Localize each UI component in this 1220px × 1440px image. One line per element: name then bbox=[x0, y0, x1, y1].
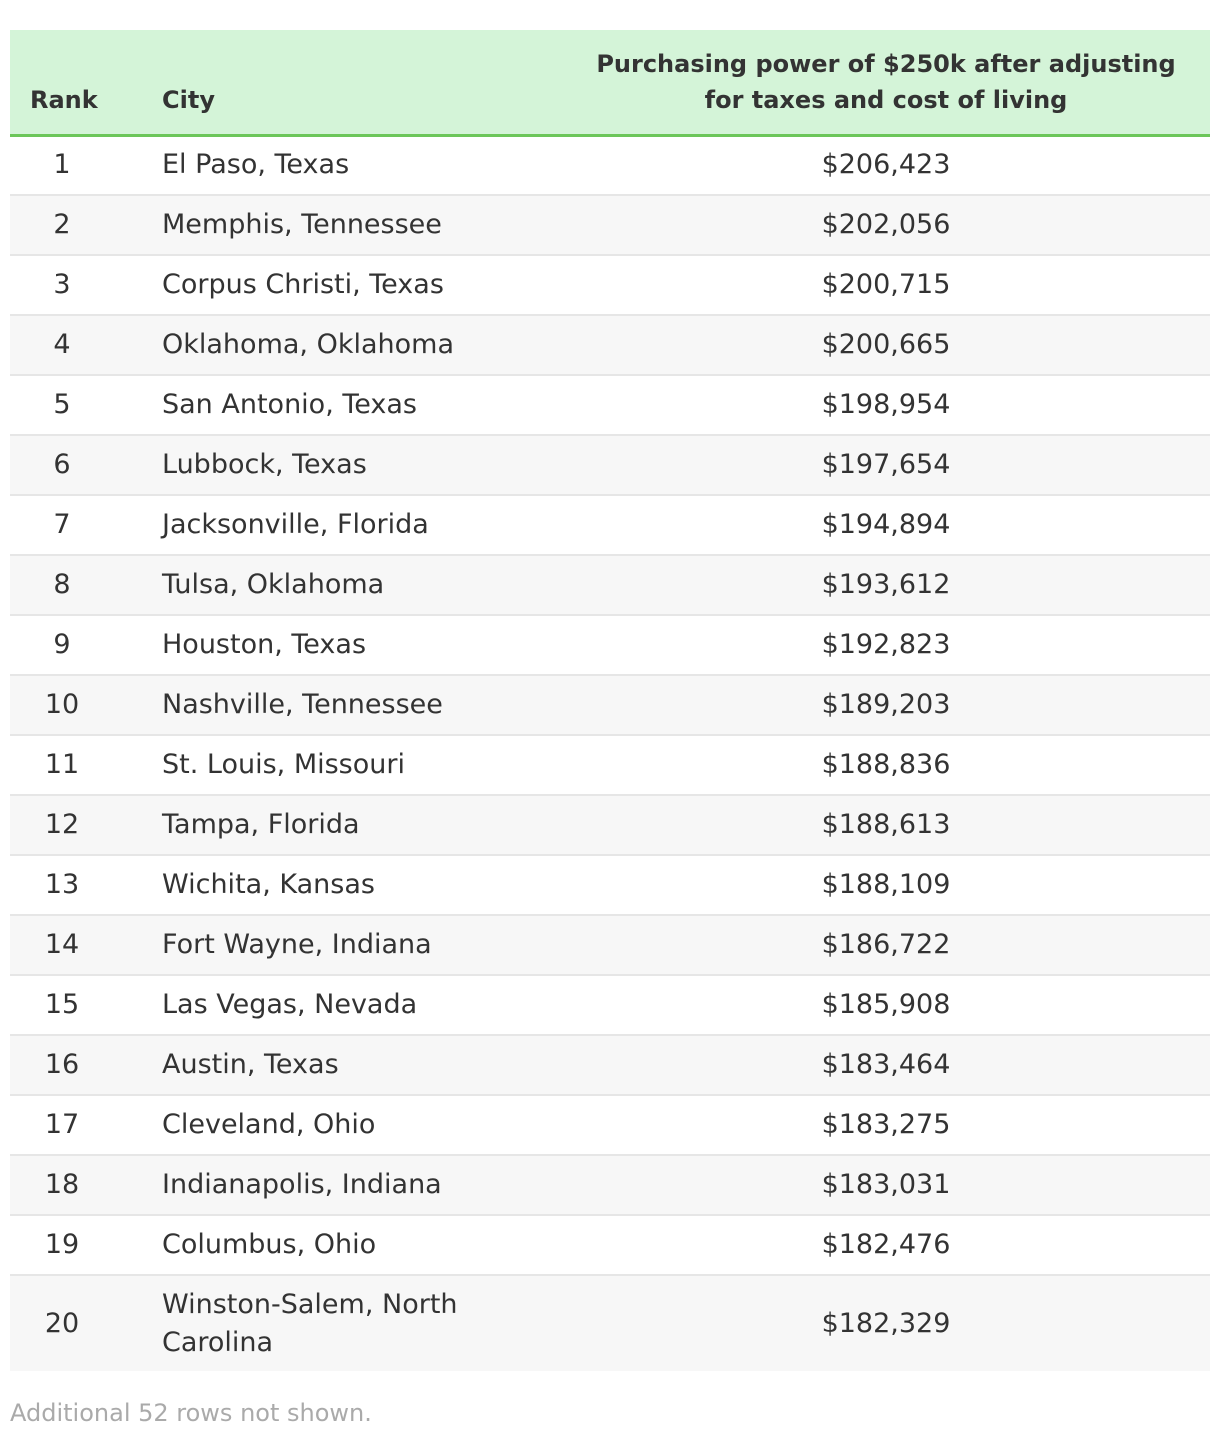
table-row: 8 Tulsa, Oklahoma $193,612 bbox=[10, 555, 1210, 615]
city-cell: Tampa, Florida bbox=[162, 809, 360, 840]
table-row: 6 Lubbock, Texas $197,654 bbox=[10, 435, 1210, 495]
purchasing-power-cell: $183,031 bbox=[821, 1169, 951, 1200]
purchasing-power-cell: $200,665 bbox=[821, 329, 951, 360]
city-cell: St. Louis, Missouri bbox=[162, 749, 405, 780]
purchasing-power-cell: $186,722 bbox=[821, 929, 951, 960]
rank-cell: 15 bbox=[44, 989, 80, 1020]
purchasing-power-cell: $182,476 bbox=[821, 1229, 951, 1260]
table-row: 9 Houston, Texas $192,823 bbox=[10, 615, 1210, 675]
rank-cell: 4 bbox=[53, 329, 71, 360]
purchasing-power-cell: $198,954 bbox=[821, 389, 951, 420]
city-cell: El Paso, Texas bbox=[162, 149, 350, 181]
city-cell: Austin, Texas bbox=[162, 1049, 339, 1080]
purchasing-power-cell: $188,613 bbox=[821, 809, 951, 840]
city-cell: Winston-Salem, North Carolina bbox=[162, 1288, 458, 1358]
city-cell: Jacksonville, Florida bbox=[162, 509, 429, 540]
rank-cell: 1 bbox=[53, 149, 71, 181]
rank-cell: 13 bbox=[44, 869, 80, 900]
column-header-purchasing-power[interactable]: Purchasing power of $250k after adjustin… bbox=[562, 30, 1210, 137]
city-cell: Wichita, Kansas bbox=[162, 869, 375, 900]
city-cell: Cleveland, Ohio bbox=[162, 1109, 376, 1140]
rank-cell: 14 bbox=[44, 929, 80, 960]
city-cell: Lubbock, Texas bbox=[162, 449, 367, 480]
city-cell: Tulsa, Oklahoma bbox=[162, 569, 385, 600]
purchasing-power-cell: $188,109 bbox=[821, 869, 951, 900]
city-cell: Las Vegas, Nevada bbox=[162, 989, 418, 1020]
purchasing-power-cell: $182,329 bbox=[821, 1307, 951, 1339]
rank-cell: 5 bbox=[53, 389, 71, 420]
city-cell: Fort Wayne, Indiana bbox=[162, 929, 432, 960]
city-cell: Houston, Texas bbox=[162, 629, 367, 660]
purchasing-power-cell: $185,908 bbox=[821, 989, 951, 1020]
city-cell: Oklahoma, Oklahoma bbox=[162, 329, 454, 360]
rank-cell: 12 bbox=[44, 809, 80, 840]
table-header: Rank City Purchasing power of $250k afte… bbox=[10, 30, 1210, 137]
table-row: 2 Memphis, Tennessee $202,056 bbox=[10, 195, 1210, 255]
table-row: 20 Winston-Salem, North Carolina $182,329 bbox=[10, 1275, 1210, 1371]
table-row: 19 Columbus, Ohio $182,476 bbox=[10, 1215, 1210, 1275]
table-row: 12 Tampa, Florida $188,613 bbox=[10, 795, 1210, 855]
city-cell: Columbus, Ohio bbox=[162, 1229, 377, 1260]
table-row: 4 Oklahoma, Oklahoma $200,665 bbox=[10, 315, 1210, 375]
table-row: 18 Indianapolis, Indiana $183,031 bbox=[10, 1155, 1210, 1215]
column-header-purchasing-power-label: Purchasing power of $250k after adjustin… bbox=[596, 49, 1176, 114]
purchasing-power-cell: $188,836 bbox=[821, 749, 951, 780]
purchasing-power-cell: $192,823 bbox=[821, 629, 951, 660]
table-body: 1 El Paso, Texas $206,423 2 Memphis, Tenness… bbox=[10, 135, 1210, 1371]
city-cell: Indianapolis, Indiana bbox=[162, 1169, 442, 1200]
rank-cell: 7 bbox=[53, 509, 71, 540]
rank-cell: 20 bbox=[44, 1307, 80, 1339]
purchasing-power-table: Rank City Purchasing power of $250k afte… bbox=[10, 30, 1210, 1371]
purchasing-power-cell: $193,612 bbox=[821, 569, 951, 600]
table-row: 10 Nashville, Tennessee $189,203 bbox=[10, 675, 1210, 735]
table-row: 1 El Paso, Texas $206,423 bbox=[10, 135, 1210, 195]
rank-cell: 11 bbox=[44, 749, 80, 780]
purchasing-power-cell: $202,056 bbox=[821, 209, 951, 240]
table-row: 11 St. Louis, Missouri $188,836 bbox=[10, 735, 1210, 795]
rank-cell: 19 bbox=[44, 1229, 80, 1260]
rows-not-shown-note: Additional 52 rows not shown. bbox=[10, 1399, 372, 1427]
table-row: 16 Austin, Texas $183,464 bbox=[10, 1035, 1210, 1095]
purchasing-power-cell: $200,715 bbox=[821, 269, 951, 300]
purchasing-power-cell: $183,464 bbox=[821, 1049, 951, 1080]
rank-cell: 3 bbox=[53, 269, 71, 300]
table-row: 14 Fort Wayne, Indiana $186,722 bbox=[10, 915, 1210, 975]
rank-cell: 17 bbox=[44, 1109, 80, 1140]
table-row: 15 Las Vegas, Nevada $185,908 bbox=[10, 975, 1210, 1035]
city-cell: San Antonio, Texas bbox=[162, 389, 417, 420]
header-row: Rank City Purchasing power of $250k afte… bbox=[10, 30, 1210, 137]
purchasing-power-cell: $197,654 bbox=[821, 449, 951, 480]
city-cell: Corpus Christi, Texas bbox=[162, 269, 444, 300]
city-cell: Nashville, Tennessee bbox=[162, 689, 443, 720]
table-row: 3 Corpus Christi, Texas $200,715 bbox=[10, 255, 1210, 315]
purchasing-power-cell: $183,275 bbox=[821, 1109, 951, 1140]
purchasing-power-cell: $189,203 bbox=[821, 689, 951, 720]
rank-cell: 8 bbox=[53, 569, 71, 600]
table-row: 17 Cleveland, Ohio $183,275 bbox=[10, 1095, 1210, 1155]
purchasing-power-cell: $206,423 bbox=[821, 149, 951, 181]
rank-cell: 9 bbox=[53, 629, 71, 660]
column-header-rank[interactable]: Rank bbox=[10, 30, 114, 137]
table-row: 5 San Antonio, Texas $198,954 bbox=[10, 375, 1210, 435]
rank-cell: 18 bbox=[44, 1169, 80, 1200]
table-row: 13 Wichita, Kansas $188,109 bbox=[10, 855, 1210, 915]
rank-cell: 10 bbox=[44, 689, 80, 720]
purchasing-power-cell: $194,894 bbox=[821, 509, 951, 540]
data-table-container: Rank City Purchasing power of $250k afte… bbox=[10, 30, 1210, 1371]
table-row: 7 Jacksonville, Florida $194,894 bbox=[10, 495, 1210, 555]
rank-cell: 16 bbox=[44, 1049, 80, 1080]
rank-cell: 6 bbox=[53, 449, 71, 480]
city-cell: Memphis, Tennessee bbox=[162, 209, 442, 240]
rank-cell: 2 bbox=[53, 209, 71, 240]
column-header-city[interactable]: City bbox=[114, 30, 562, 137]
